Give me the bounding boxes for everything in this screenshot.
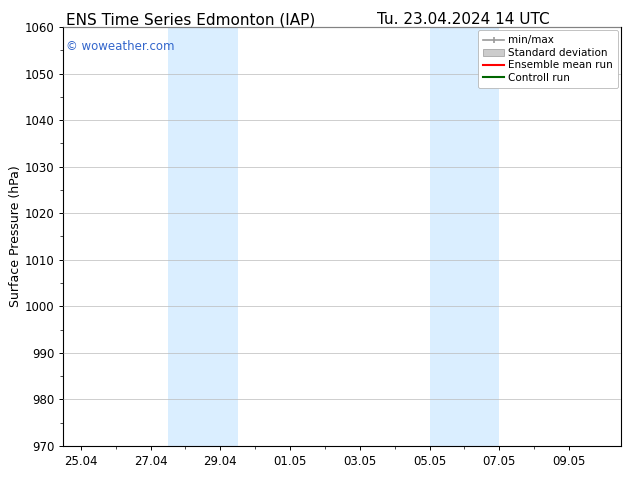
Bar — [168, 27, 238, 446]
Y-axis label: Surface Pressure (hPa): Surface Pressure (hPa) — [9, 166, 22, 307]
Legend: min/max, Standard deviation, Ensemble mean run, Controll run: min/max, Standard deviation, Ensemble me… — [478, 30, 618, 88]
Text: Tu. 23.04.2024 14 UTC: Tu. 23.04.2024 14 UTC — [377, 12, 549, 27]
Text: ENS Time Series Edmonton (IAP): ENS Time Series Edmonton (IAP) — [65, 12, 315, 27]
Bar — [429, 27, 500, 446]
Text: © woweather.com: © woweather.com — [66, 40, 175, 52]
